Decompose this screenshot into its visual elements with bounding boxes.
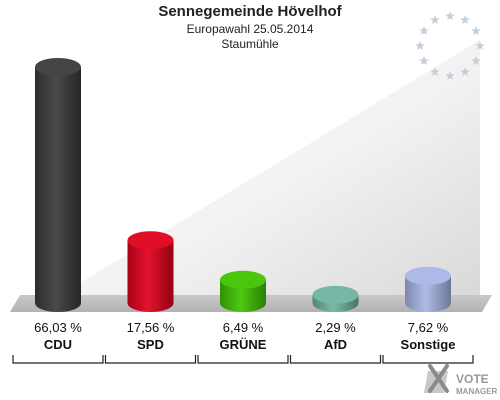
category-bracket <box>289 355 382 364</box>
bar-body <box>35 67 81 312</box>
category-bracket <box>104 355 197 364</box>
category-label-afd: AfD <box>324 337 347 352</box>
logo-text-vote: VOTE <box>456 372 489 386</box>
district-name: Staumühle <box>221 37 279 51</box>
bar-top <box>220 270 266 289</box>
value-label-grne: 6,49 % <box>223 320 264 335</box>
value-label-cdu: 66,03 % <box>34 320 82 335</box>
value-label-spd: 17,56 % <box>127 320 175 335</box>
bar-sonstige <box>405 266 451 312</box>
logo-text-manager: MANAGER <box>456 387 498 396</box>
category-bracket <box>382 355 474 364</box>
category-label-sonstige: Sonstige <box>401 337 456 352</box>
chart-subtitle: Europawahl 25.05.2014 <box>186 22 314 36</box>
category-label-spd: SPD <box>137 337 164 352</box>
bar-body <box>127 240 174 312</box>
bar-body <box>405 275 451 312</box>
bar-top <box>405 266 451 285</box>
chart-background <box>60 40 480 295</box>
bar-grne <box>220 270 266 312</box>
eu-stars-icon <box>415 11 485 80</box>
bar-body <box>220 279 266 312</box>
category-bracket <box>197 355 289 364</box>
bar-spd <box>127 231 174 312</box>
ballot-x-logo <box>424 364 449 393</box>
category-label-cdu: CDU <box>44 337 72 352</box>
bar-top <box>312 285 359 304</box>
chart-title: Sennegemeinde Hövelhof <box>158 3 342 20</box>
value-label-afd: 2,29 % <box>315 320 356 335</box>
bar-top <box>35 58 81 76</box>
category-label-grne: GRÜNE <box>220 337 267 352</box>
bar-cdu <box>35 58 81 312</box>
bar-afd <box>312 285 359 312</box>
category-bracket <box>12 355 104 364</box>
bar-top <box>127 231 174 250</box>
value-label-sonstige: 7,62 % <box>408 320 449 335</box>
